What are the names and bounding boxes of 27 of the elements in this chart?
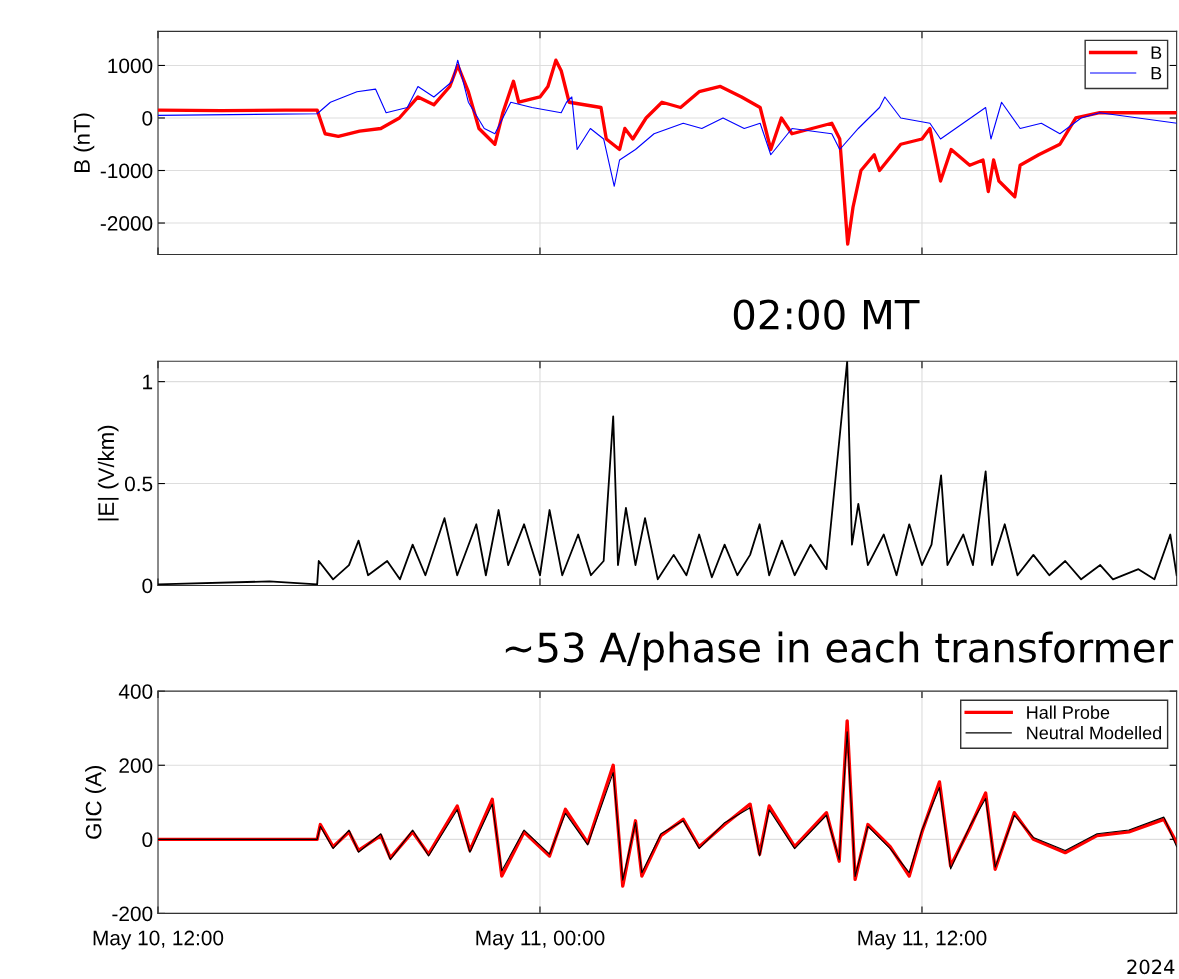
y-axis-title: B (nT) <box>73 113 95 172</box>
text: 2024 <box>1127 959 1175 975</box>
y-tick-label: 0.5 <box>124 476 153 492</box>
y-tick-label: 0 <box>142 110 153 126</box>
line-series <box>157 361 1177 586</box>
y-tick-label: -2000 <box>100 216 153 231</box>
text: ~53 A/phase in each transformer <box>505 631 1174 671</box>
y-tick-label: 400 <box>118 684 153 699</box>
y-axis-title: GIC (A) <box>85 766 106 839</box>
legend-label: B <box>1151 46 1162 59</box>
y-axis-title: |E| (V/km) <box>97 425 119 521</box>
y-tick-label: 1000 <box>108 58 153 74</box>
line-series <box>157 59 1177 187</box>
line-series <box>157 58 1177 246</box>
legend-label: B <box>1151 66 1162 80</box>
legend-label: Neutral Modelled <box>1027 726 1162 740</box>
y-tick-label: 0 <box>142 578 153 594</box>
y-tick-label: 200 <box>119 758 153 774</box>
y-tick-label: 1 <box>143 374 153 390</box>
x-tick-label: May 11, 00:00 <box>476 930 605 950</box>
legend-label: Hall Probe <box>1027 705 1110 719</box>
x-tick-label: May 10, 12:00 <box>93 930 224 950</box>
x-tick-label: May 11, 12:00 <box>858 930 987 950</box>
y-tick-label: -200 <box>112 906 153 922</box>
y-tick-label: 0 <box>142 832 153 848</box>
text: 02:00 MT <box>733 299 920 330</box>
y-tick-label: -1000 <box>100 163 153 179</box>
